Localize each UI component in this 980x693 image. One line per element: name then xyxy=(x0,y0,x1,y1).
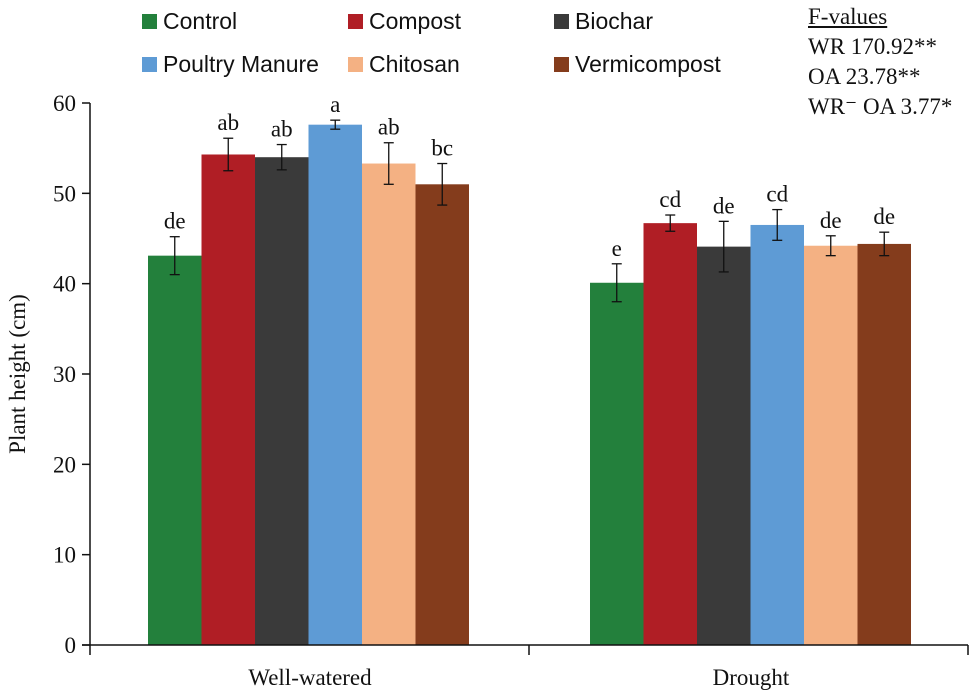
significance-letter: bc xyxy=(431,136,453,161)
bar-poultry-manure-1 xyxy=(750,224,804,645)
f-value-oa: OA 23.78** xyxy=(808,64,921,89)
legend-label-control: Control xyxy=(163,8,238,34)
bar-poultry-manure-0 xyxy=(308,124,362,646)
x-category-label: Well-watered xyxy=(248,665,372,690)
y-tick-label: 50 xyxy=(53,181,76,206)
bar-biochar-1 xyxy=(697,246,751,645)
legend-label-chitosan: Chitosan xyxy=(369,51,460,77)
significance-letter: a xyxy=(330,92,340,117)
significance-letter: e xyxy=(612,236,622,261)
bar-compost-1 xyxy=(643,223,697,646)
legend-swatch-chitosan xyxy=(348,57,363,72)
legend-swatch-poultry-manure xyxy=(142,57,157,72)
legend-swatch-compost xyxy=(348,14,363,29)
significance-letter: de xyxy=(873,204,895,229)
significance-letter: ab xyxy=(271,117,293,142)
legend-item-vermicompost: Vermicompost xyxy=(554,51,721,78)
legend-label-poultry-manure: Poultry Manure xyxy=(163,51,319,77)
bar-chitosan-1 xyxy=(804,245,858,645)
bar-biochar-0 xyxy=(255,157,309,645)
y-tick-label: 20 xyxy=(53,452,76,477)
significance-letter: de xyxy=(820,208,842,233)
legend-swatch-biochar xyxy=(554,14,569,29)
y-tick-label: 60 xyxy=(53,91,76,116)
y-tick-label: 10 xyxy=(53,543,76,568)
significance-letter: de xyxy=(164,209,186,234)
f-value-interaction: WR⁻ OA 3.77* xyxy=(808,94,953,119)
x-category-label: Drought xyxy=(713,665,790,690)
f-values-title: F-values xyxy=(808,4,888,29)
bar-control-0 xyxy=(148,255,202,645)
legend-label-compost: Compost xyxy=(369,8,462,34)
bar-control-1 xyxy=(590,282,644,645)
significance-letter: ab xyxy=(378,115,400,140)
y-axis-label: Plant height (cm) xyxy=(5,294,30,454)
legend-item-compost: Compost xyxy=(348,8,461,35)
legend-label-biochar: Biochar xyxy=(575,8,653,34)
bar-chitosan-0 xyxy=(362,163,416,646)
significance-letter: cd xyxy=(766,182,788,207)
legend-item-poultry-manure: Poultry Manure xyxy=(142,51,319,78)
legend: Control Compost Biochar Poultry Manure C… xyxy=(142,4,762,84)
y-tick-label: 0 xyxy=(65,633,77,658)
bar-compost-0 xyxy=(201,154,255,646)
bar-vermicompost-0 xyxy=(415,184,469,646)
significance-letter: cd xyxy=(659,187,681,212)
f-value-wr: WR 170.92** xyxy=(808,34,938,59)
legend-item-biochar: Biochar xyxy=(554,8,653,35)
f-values-annotation: F-values WR 170.92** OA 23.78** WR⁻ OA 3… xyxy=(808,2,952,122)
legend-item-chitosan: Chitosan xyxy=(348,51,460,78)
significance-letter: ab xyxy=(217,110,239,135)
legend-swatch-control xyxy=(142,14,157,29)
bar-vermicompost-1 xyxy=(857,243,911,646)
significance-letter: de xyxy=(713,193,735,218)
legend-swatch-vermicompost xyxy=(554,57,569,72)
legend-item-control: Control xyxy=(142,8,237,35)
y-tick-label: 40 xyxy=(53,272,76,297)
legend-label-vermicompost: Vermicompost xyxy=(575,51,721,77)
y-tick-label: 30 xyxy=(53,362,76,387)
